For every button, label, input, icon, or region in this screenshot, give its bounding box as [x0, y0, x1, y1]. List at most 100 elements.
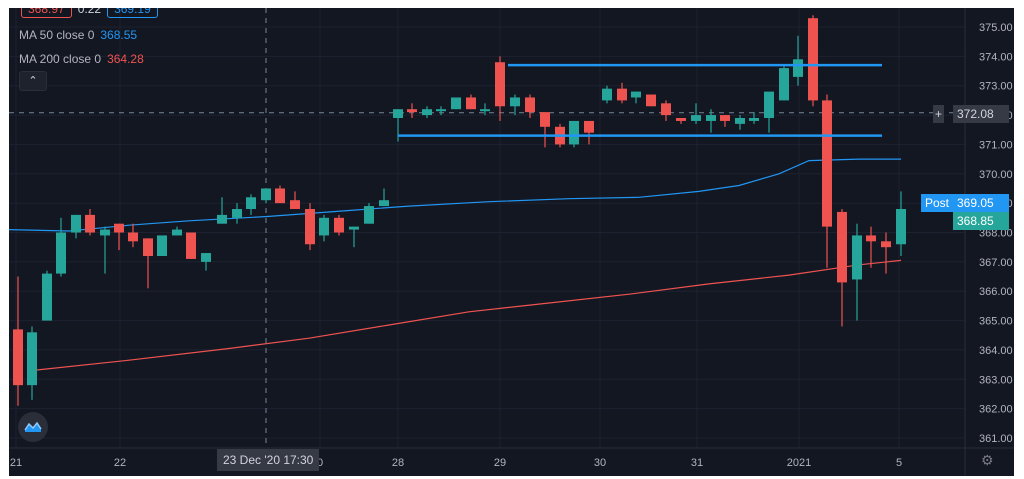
candle[interactable] — [319, 214, 329, 242]
candle[interactable] — [569, 120, 579, 148]
candle[interactable] — [676, 118, 686, 124]
ma200-label: MA 200 close 0 — [19, 52, 102, 66]
last-price-label: 368.85 — [953, 212, 1009, 230]
tradingview-logo-button[interactable] — [18, 412, 48, 442]
candle[interactable] — [584, 120, 594, 145]
y-axis-tick-label: 361.00 — [979, 433, 1013, 445]
candle[interactable] — [808, 15, 818, 107]
x-axis-tick-label: 31 — [691, 457, 703, 469]
chart-settings-button[interactable]: ⚙ — [981, 452, 994, 469]
candle[interactable] — [114, 223, 124, 251]
y-axis-tick-label: 371.00 — [979, 139, 1013, 151]
candle[interactable] — [631, 91, 641, 104]
plus-icon: + — [935, 107, 943, 121]
candle[interactable] — [896, 191, 906, 256]
y-axis-tick-label: 373.00 — [979, 81, 1013, 93]
candle[interactable] — [275, 185, 285, 204]
candle[interactable] — [201, 253, 211, 271]
y-axis-tick-label: 374.00 — [979, 51, 1013, 63]
y-axis-tick-label: 370.00 — [979, 169, 1013, 181]
candle[interactable] — [661, 100, 671, 121]
candle[interactable] — [217, 197, 227, 224]
legend-other-value: 369.19 — [107, 8, 158, 18]
candle[interactable] — [232, 203, 242, 224]
candle[interactable] — [495, 56, 505, 121]
candle[interactable] — [837, 209, 847, 327]
candle[interactable] — [261, 188, 271, 204]
candle[interactable] — [617, 82, 627, 104]
candle[interactable] — [525, 94, 535, 119]
candle[interactable] — [436, 106, 446, 116]
candle[interactable] — [305, 203, 315, 251]
candle[interactable] — [186, 232, 196, 259]
candle[interactable] — [480, 103, 490, 116]
legend-ma200[interactable]: MA 200 close 0 364.28 — [19, 52, 144, 66]
candle[interactable] — [735, 115, 745, 130]
candle[interactable] — [407, 103, 417, 119]
candle[interactable] — [379, 188, 389, 207]
candle[interactable] — [881, 232, 891, 274]
candle[interactable] — [720, 115, 730, 127]
post-market-tag: Post — [921, 194, 954, 212]
ma50-line — [9, 158, 901, 232]
legend-close-value: 368.97 — [21, 8, 72, 18]
candle[interactable] — [602, 85, 612, 104]
x-axis-tick-label: 22 — [114, 457, 126, 469]
candle[interactable] — [466, 94, 476, 110]
candle[interactable] — [422, 106, 432, 119]
x-axis-tick-label: 28 — [392, 457, 404, 469]
collapse-legend-button[interactable]: ⌃ — [19, 71, 47, 91]
candle[interactable] — [157, 235, 167, 256]
y-axis-tick-label: 368.00 — [979, 228, 1013, 240]
candle[interactable] — [510, 94, 520, 116]
crosshair-price-label: 372.08 — [953, 105, 1009, 123]
candle[interactable] — [334, 214, 344, 236]
candle[interactable] — [706, 109, 716, 133]
y-axis-tick-label: 375.00 — [979, 22, 1013, 34]
candle[interactable] — [646, 94, 656, 107]
candle[interactable] — [349, 226, 359, 248]
candle[interactable] — [56, 217, 66, 277]
ma200-line — [31, 259, 902, 372]
y-axis-tick-label: 365.00 — [979, 316, 1013, 328]
x-axis-tick-label: 30 — [594, 457, 606, 469]
candle[interactable] — [793, 35, 803, 86]
candle[interactable] — [764, 91, 774, 133]
legend-ma50[interactable]: MA 50 close 0 368.55 — [19, 28, 137, 42]
candle[interactable] — [100, 226, 110, 274]
x-axis-tick-label: 21 — [10, 457, 22, 469]
candle[interactable] — [290, 191, 300, 210]
candle[interactable] — [691, 103, 701, 124]
candle[interactable] — [540, 112, 550, 148]
candle[interactable] — [749, 112, 759, 124]
crosshair-time-label: 23 Dec '20 17:30 — [217, 449, 320, 471]
candle[interactable] — [866, 226, 876, 268]
candle[interactable] — [364, 203, 374, 224]
candle[interactable] — [71, 214, 81, 239]
x-axis-tick-label: 0 — [317, 457, 323, 469]
candle[interactable] — [85, 209, 95, 236]
chart-canvas[interactable]: 375.00374.00373.00372.00371.00370.00369.… — [9, 8, 1014, 476]
candle[interactable] — [779, 65, 789, 101]
gear-icon: ⚙ — [981, 452, 994, 468]
candle[interactable] — [246, 194, 256, 215]
crosshair-plus-button[interactable]: + — [933, 105, 945, 123]
candle[interactable] — [42, 270, 52, 321]
y-axis-tick-label: 367.00 — [979, 257, 1013, 269]
y-axis-tick-label: 364.00 — [979, 345, 1013, 357]
chart-container[interactable]: 375.00374.00373.00372.00371.00370.00369.… — [9, 8, 1014, 476]
candle[interactable] — [822, 94, 832, 268]
candle[interactable] — [128, 223, 138, 248]
chevron-up-icon: ⌃ — [28, 75, 38, 87]
x-axis-tick-label: 29 — [494, 457, 506, 469]
candle[interactable] — [27, 326, 37, 400]
candle[interactable] — [143, 238, 153, 289]
candle[interactable] — [13, 276, 23, 406]
y-axis-tick-label: 366.00 — [979, 286, 1013, 298]
ma50-label: MA 50 close 0 — [19, 28, 95, 42]
candle[interactable] — [852, 223, 862, 321]
candle[interactable] — [172, 226, 182, 236]
logo-wave-icon — [24, 421, 42, 432]
ma200-value: 364.28 — [107, 52, 144, 66]
candle[interactable] — [451, 97, 461, 110]
